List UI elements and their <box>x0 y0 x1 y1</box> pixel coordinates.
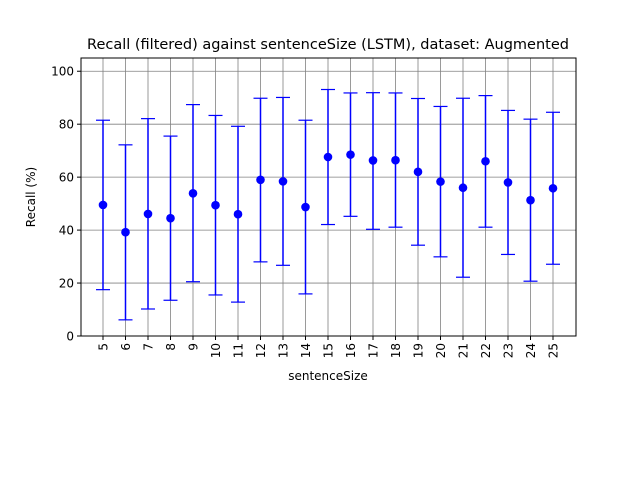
y-tick-label: 20 <box>59 277 74 291</box>
data-point <box>233 209 243 219</box>
x-tick-label: 21 <box>457 343 471 358</box>
data-point <box>526 195 535 205</box>
data-point <box>143 209 153 219</box>
y-tick-label: 80 <box>59 118 74 132</box>
y-tick-label: 40 <box>59 224 74 238</box>
data-point <box>413 167 423 177</box>
x-tick-label: 19 <box>412 343 426 358</box>
x-tick-label: 15 <box>322 343 336 358</box>
data-point <box>278 177 288 186</box>
data-point <box>436 177 445 186</box>
x-tick-label: 25 <box>547 343 561 358</box>
x-tick-label: 18 <box>389 343 403 358</box>
x-tick-label: 9 <box>187 343 201 351</box>
data-point <box>98 200 108 210</box>
data-point <box>188 188 198 198</box>
data-point <box>301 202 310 212</box>
x-tick-label: 11 <box>232 343 246 358</box>
x-tick-label: 20 <box>434 343 448 358</box>
data-point <box>323 152 333 162</box>
x-tick-label: 10 <box>209 343 223 358</box>
x-tick-label: 12 <box>254 343 268 358</box>
data-point <box>166 213 175 223</box>
x-tick-label: 7 <box>142 343 156 351</box>
x-tick-label: 6 <box>119 343 133 351</box>
y-tick-label: 60 <box>59 171 74 185</box>
x-tick-label: 5 <box>97 343 111 351</box>
x-tick-label: 13 <box>277 343 291 358</box>
data-point <box>391 155 400 165</box>
data-point <box>256 175 265 185</box>
data-point <box>548 183 558 193</box>
x-tick-label: 17 <box>367 343 381 358</box>
y-tick-label: 100 <box>51 65 74 79</box>
x-axis-ticks: 5 6 7 8 9 10 11 12 13 14 15 16 17 18 19 20 21 22 23 24 25 <box>97 336 561 358</box>
data-point <box>458 183 468 193</box>
data-point <box>368 156 378 165</box>
x-tick-label: 22 <box>479 343 493 358</box>
data-point <box>346 150 355 159</box>
data-point <box>211 200 220 210</box>
chart-title: Recall (filtered) against sentenceSize (… <box>87 37 569 53</box>
x-axis-label: sentenceSize <box>288 369 368 383</box>
x-tick-label: 14 <box>299 343 313 358</box>
x-tick-label: 8 <box>164 343 178 351</box>
x-tick-label: 23 <box>502 343 516 358</box>
data-point <box>481 156 490 166</box>
data-point <box>503 178 513 187</box>
data-points <box>98 150 558 237</box>
y-tick-label: 0 <box>66 330 74 344</box>
x-tick-label: 16 <box>344 343 358 358</box>
y-axis-label: Recall (%) <box>24 167 38 227</box>
data-point <box>121 227 130 237</box>
y-axis-ticks: 0 20 40 60 80 100 <box>51 65 81 344</box>
x-tick-label: 24 <box>524 343 538 358</box>
